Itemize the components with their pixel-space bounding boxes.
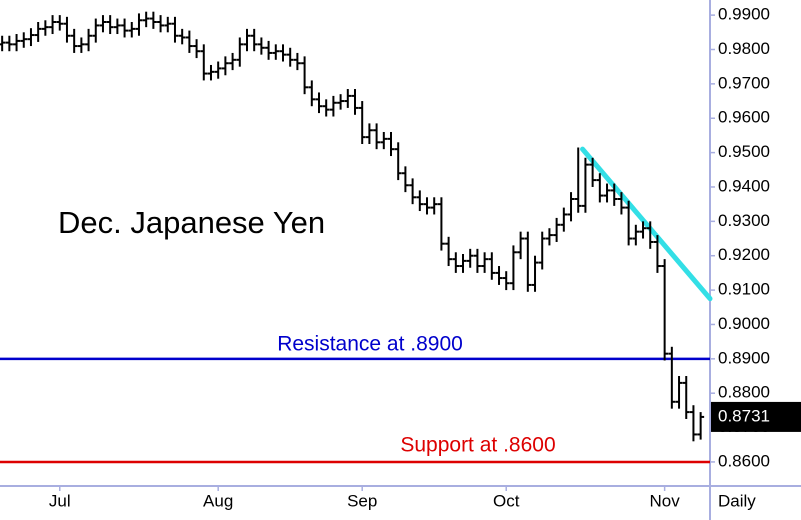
y-tick-label: 0.9100 xyxy=(718,280,770,299)
x-tick-label: Oct xyxy=(493,491,520,510)
level-label: Support at .8600 xyxy=(400,433,555,456)
x-tick-label: Jul xyxy=(49,491,71,510)
y-tick-label: 0.8600 xyxy=(718,451,770,470)
y-tick-label: 0.9700 xyxy=(718,73,770,92)
last-price-label: 0.8731 xyxy=(718,406,770,425)
level-label: Resistance at .8900 xyxy=(277,332,463,355)
x-tick-label: Aug xyxy=(203,491,233,510)
y-tick-label: 0.8900 xyxy=(718,348,770,367)
x-tick-label: Sep xyxy=(347,491,377,510)
y-tick-label: 0.9000 xyxy=(718,314,770,333)
x-tick-label: Nov xyxy=(650,491,681,510)
chart-title: Dec. Japanese Yen xyxy=(58,205,325,240)
y-tick-label: 0.9200 xyxy=(718,245,770,264)
y-tick-label: 0.8800 xyxy=(718,383,770,402)
frequency-label: Daily xyxy=(718,491,756,510)
last-price-box xyxy=(711,401,801,432)
y-tick-label: 0.9800 xyxy=(718,39,770,58)
y-tick-label: 0.9400 xyxy=(718,176,770,195)
trendline xyxy=(580,146,713,302)
y-tick-label: 0.9500 xyxy=(718,142,770,161)
y-tick-label: 0.9900 xyxy=(718,5,770,24)
y-tick-label: 0.9300 xyxy=(718,211,770,230)
y-tick-label: 0.9600 xyxy=(718,108,770,127)
